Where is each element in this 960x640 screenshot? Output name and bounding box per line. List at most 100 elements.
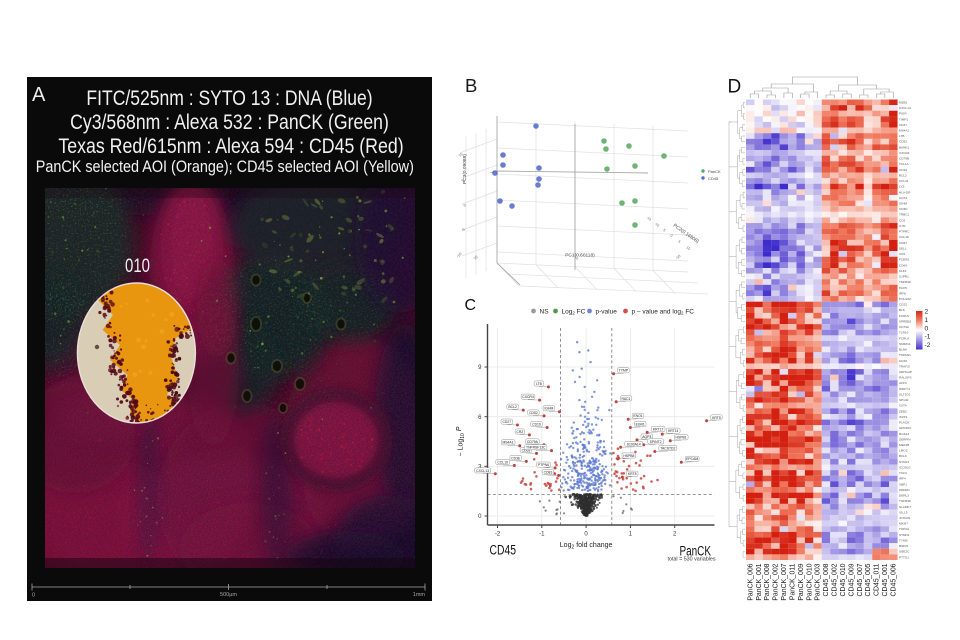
svg-text:5: 5 xyxy=(677,240,681,244)
svg-text:TIMP1: TIMP1 xyxy=(899,117,908,121)
svg-text:IGHM: IGHM xyxy=(899,202,908,206)
svg-text:KRT17: KRT17 xyxy=(653,427,664,431)
svg-text:BCL2: BCL2 xyxy=(508,405,517,409)
svg-text:CD45: CD45 xyxy=(490,543,517,558)
svg-text:-2: -2 xyxy=(495,532,501,538)
svg-text:0: 0 xyxy=(463,203,467,207)
svg-text:CD45_006: CD45_006 xyxy=(891,563,898,596)
svg-text:NS: NS xyxy=(540,308,550,315)
svg-text:SERPIN: SERPIN xyxy=(899,437,911,441)
svg-text:PTPRC: PTPRC xyxy=(899,230,910,234)
svg-text:PanCK_007: PanCK_007 xyxy=(781,563,788,600)
svg-text:5: 5 xyxy=(461,178,465,182)
svg-text:0: 0 xyxy=(584,532,588,538)
svg-text:TRAF3I: TRAF3I xyxy=(899,364,910,368)
svg-text:CD27: CD27 xyxy=(502,420,511,424)
svg-text:CXCR4: CXCR4 xyxy=(522,395,534,399)
svg-text:CD45_002: CD45_002 xyxy=(832,563,839,596)
svg-text:RALGPS: RALGPS xyxy=(899,376,912,380)
svg-text:-10: -10 xyxy=(456,252,463,259)
svg-text:CD79B: CD79B xyxy=(899,157,909,161)
svg-text:CD2: CD2 xyxy=(899,218,905,222)
svg-text:LYZ: LYZ xyxy=(899,185,905,189)
svg-text:FCRLA: FCRLA xyxy=(899,336,910,340)
svg-text:2: 2 xyxy=(673,532,677,538)
svg-text:GPR183: GPR183 xyxy=(899,426,911,430)
svg-text:SLAMF7: SLAMF7 xyxy=(899,505,911,509)
svg-text:-10: -10 xyxy=(653,222,660,228)
svg-text:CD45_011: CD45_011 xyxy=(874,563,881,596)
svg-text:TCL1A: TCL1A xyxy=(899,162,910,166)
svg-text:0: 0 xyxy=(925,325,929,332)
svg-text:TNFRSF13C: TNFRSF13C xyxy=(526,446,546,450)
svg-text:IGLL5: IGLL5 xyxy=(899,510,908,514)
svg-text:CD74: CD74 xyxy=(899,196,907,200)
svg-text:3: 3 xyxy=(478,465,482,471)
svg-text:− Log10 P: − Log10 P xyxy=(456,426,466,456)
svg-text:TLR10: TLR10 xyxy=(899,331,909,335)
svg-text:KLF2: KLF2 xyxy=(899,269,907,273)
svg-text:CD52: CD52 xyxy=(899,140,907,144)
svg-text:CCL19: CCL19 xyxy=(497,461,508,465)
svg-text:AFF3: AFF3 xyxy=(899,381,907,385)
svg-text:BLK: BLK xyxy=(899,308,906,312)
svg-text:AQP3: AQP3 xyxy=(642,435,651,439)
svg-text:WDFY4: WDFY4 xyxy=(899,387,910,391)
svg-text:CD40: CD40 xyxy=(899,359,907,363)
svg-text:9: 9 xyxy=(478,365,482,371)
svg-text:CCL19: CCL19 xyxy=(899,235,909,239)
svg-text:HLA-DR: HLA-DR xyxy=(899,190,911,194)
svg-text:PTPN6: PTPN6 xyxy=(538,463,549,467)
svg-text:CD45_007: CD45_007 xyxy=(857,563,864,596)
svg-text:0: 0 xyxy=(32,593,35,599)
svg-text:LMO2: LMO2 xyxy=(899,449,908,453)
svg-text:CIITA: CIITA xyxy=(899,404,908,408)
svg-text:ZEB2: ZEB2 xyxy=(899,409,907,413)
svg-text:S100A14: S100A14 xyxy=(627,442,641,446)
svg-text:BCL2: BCL2 xyxy=(899,173,907,177)
svg-text:BCL6: BCL6 xyxy=(899,454,907,458)
svg-text:PanCK_001: PanCK_001 xyxy=(756,563,763,600)
svg-text:10: 10 xyxy=(458,152,464,158)
svg-text:2: 2 xyxy=(925,309,929,316)
svg-text:KRT5: KRT5 xyxy=(712,416,721,420)
svg-text:PanCK_003: PanCK_003 xyxy=(815,563,822,600)
svg-text:D: D xyxy=(728,77,742,98)
svg-text:BLNK: BLNK xyxy=(899,348,908,352)
svg-text:TOP2A: TOP2A xyxy=(899,527,910,531)
svg-text:PAX5: PAX5 xyxy=(899,286,907,290)
svg-text:S1PR1: S1PR1 xyxy=(899,275,909,279)
svg-text:1: 1 xyxy=(925,317,929,324)
svg-text:SMIM14: SMIM14 xyxy=(899,342,911,346)
svg-text:VPREB3: VPREB3 xyxy=(899,319,911,323)
svg-text:Log2 FC: Log2 FC xyxy=(562,308,586,315)
svg-text:500µm: 500µm xyxy=(220,592,237,598)
svg-text:PanCK: PanCK xyxy=(680,544,712,559)
svg-text:CD3E: CD3E xyxy=(511,456,521,460)
svg-text:PC1(0.60118): PC1(0.60118) xyxy=(565,253,595,259)
svg-text:SELL: SELL xyxy=(899,246,907,250)
svg-text:CXCR4: CXCR4 xyxy=(899,151,910,155)
svg-text:MS4A1: MS4A1 xyxy=(899,129,909,133)
svg-text:p – value and log2 FC: p – value and log2 FC xyxy=(632,308,695,315)
svg-text:PanCK_009: PanCK_009 xyxy=(798,563,805,600)
svg-text:1: 1 xyxy=(629,532,633,538)
svg-text:PanCK_010: PanCK_010 xyxy=(806,563,813,600)
svg-text:PanCK_011: PanCK_011 xyxy=(790,563,797,600)
svg-text:CD52: CD52 xyxy=(529,411,538,415)
svg-text:CD79A: CD79A xyxy=(527,440,539,444)
svg-text:BIRC5: BIRC5 xyxy=(899,544,908,548)
svg-text:IRF8: IRF8 xyxy=(899,291,906,295)
svg-text:CR2: CR2 xyxy=(899,252,905,256)
svg-text:ENO1: ENO1 xyxy=(633,414,642,418)
svg-text:-5: -5 xyxy=(461,227,466,232)
svg-text:total = 530 variables: total = 530 variables xyxy=(668,557,717,563)
svg-text:FCRL5: FCRL5 xyxy=(899,314,909,318)
svg-text:EGR1: EGR1 xyxy=(636,423,645,427)
svg-text:CD45_009: CD45_009 xyxy=(848,563,855,596)
svg-text:PRDM1: PRDM1 xyxy=(899,488,910,492)
svg-text:IGHM: IGHM xyxy=(544,407,553,411)
svg-text:HSPB1: HSPB1 xyxy=(676,436,687,440)
svg-text:1mm: 1mm xyxy=(413,592,426,598)
svg-text:GLT1D1: GLT1D1 xyxy=(899,393,911,397)
